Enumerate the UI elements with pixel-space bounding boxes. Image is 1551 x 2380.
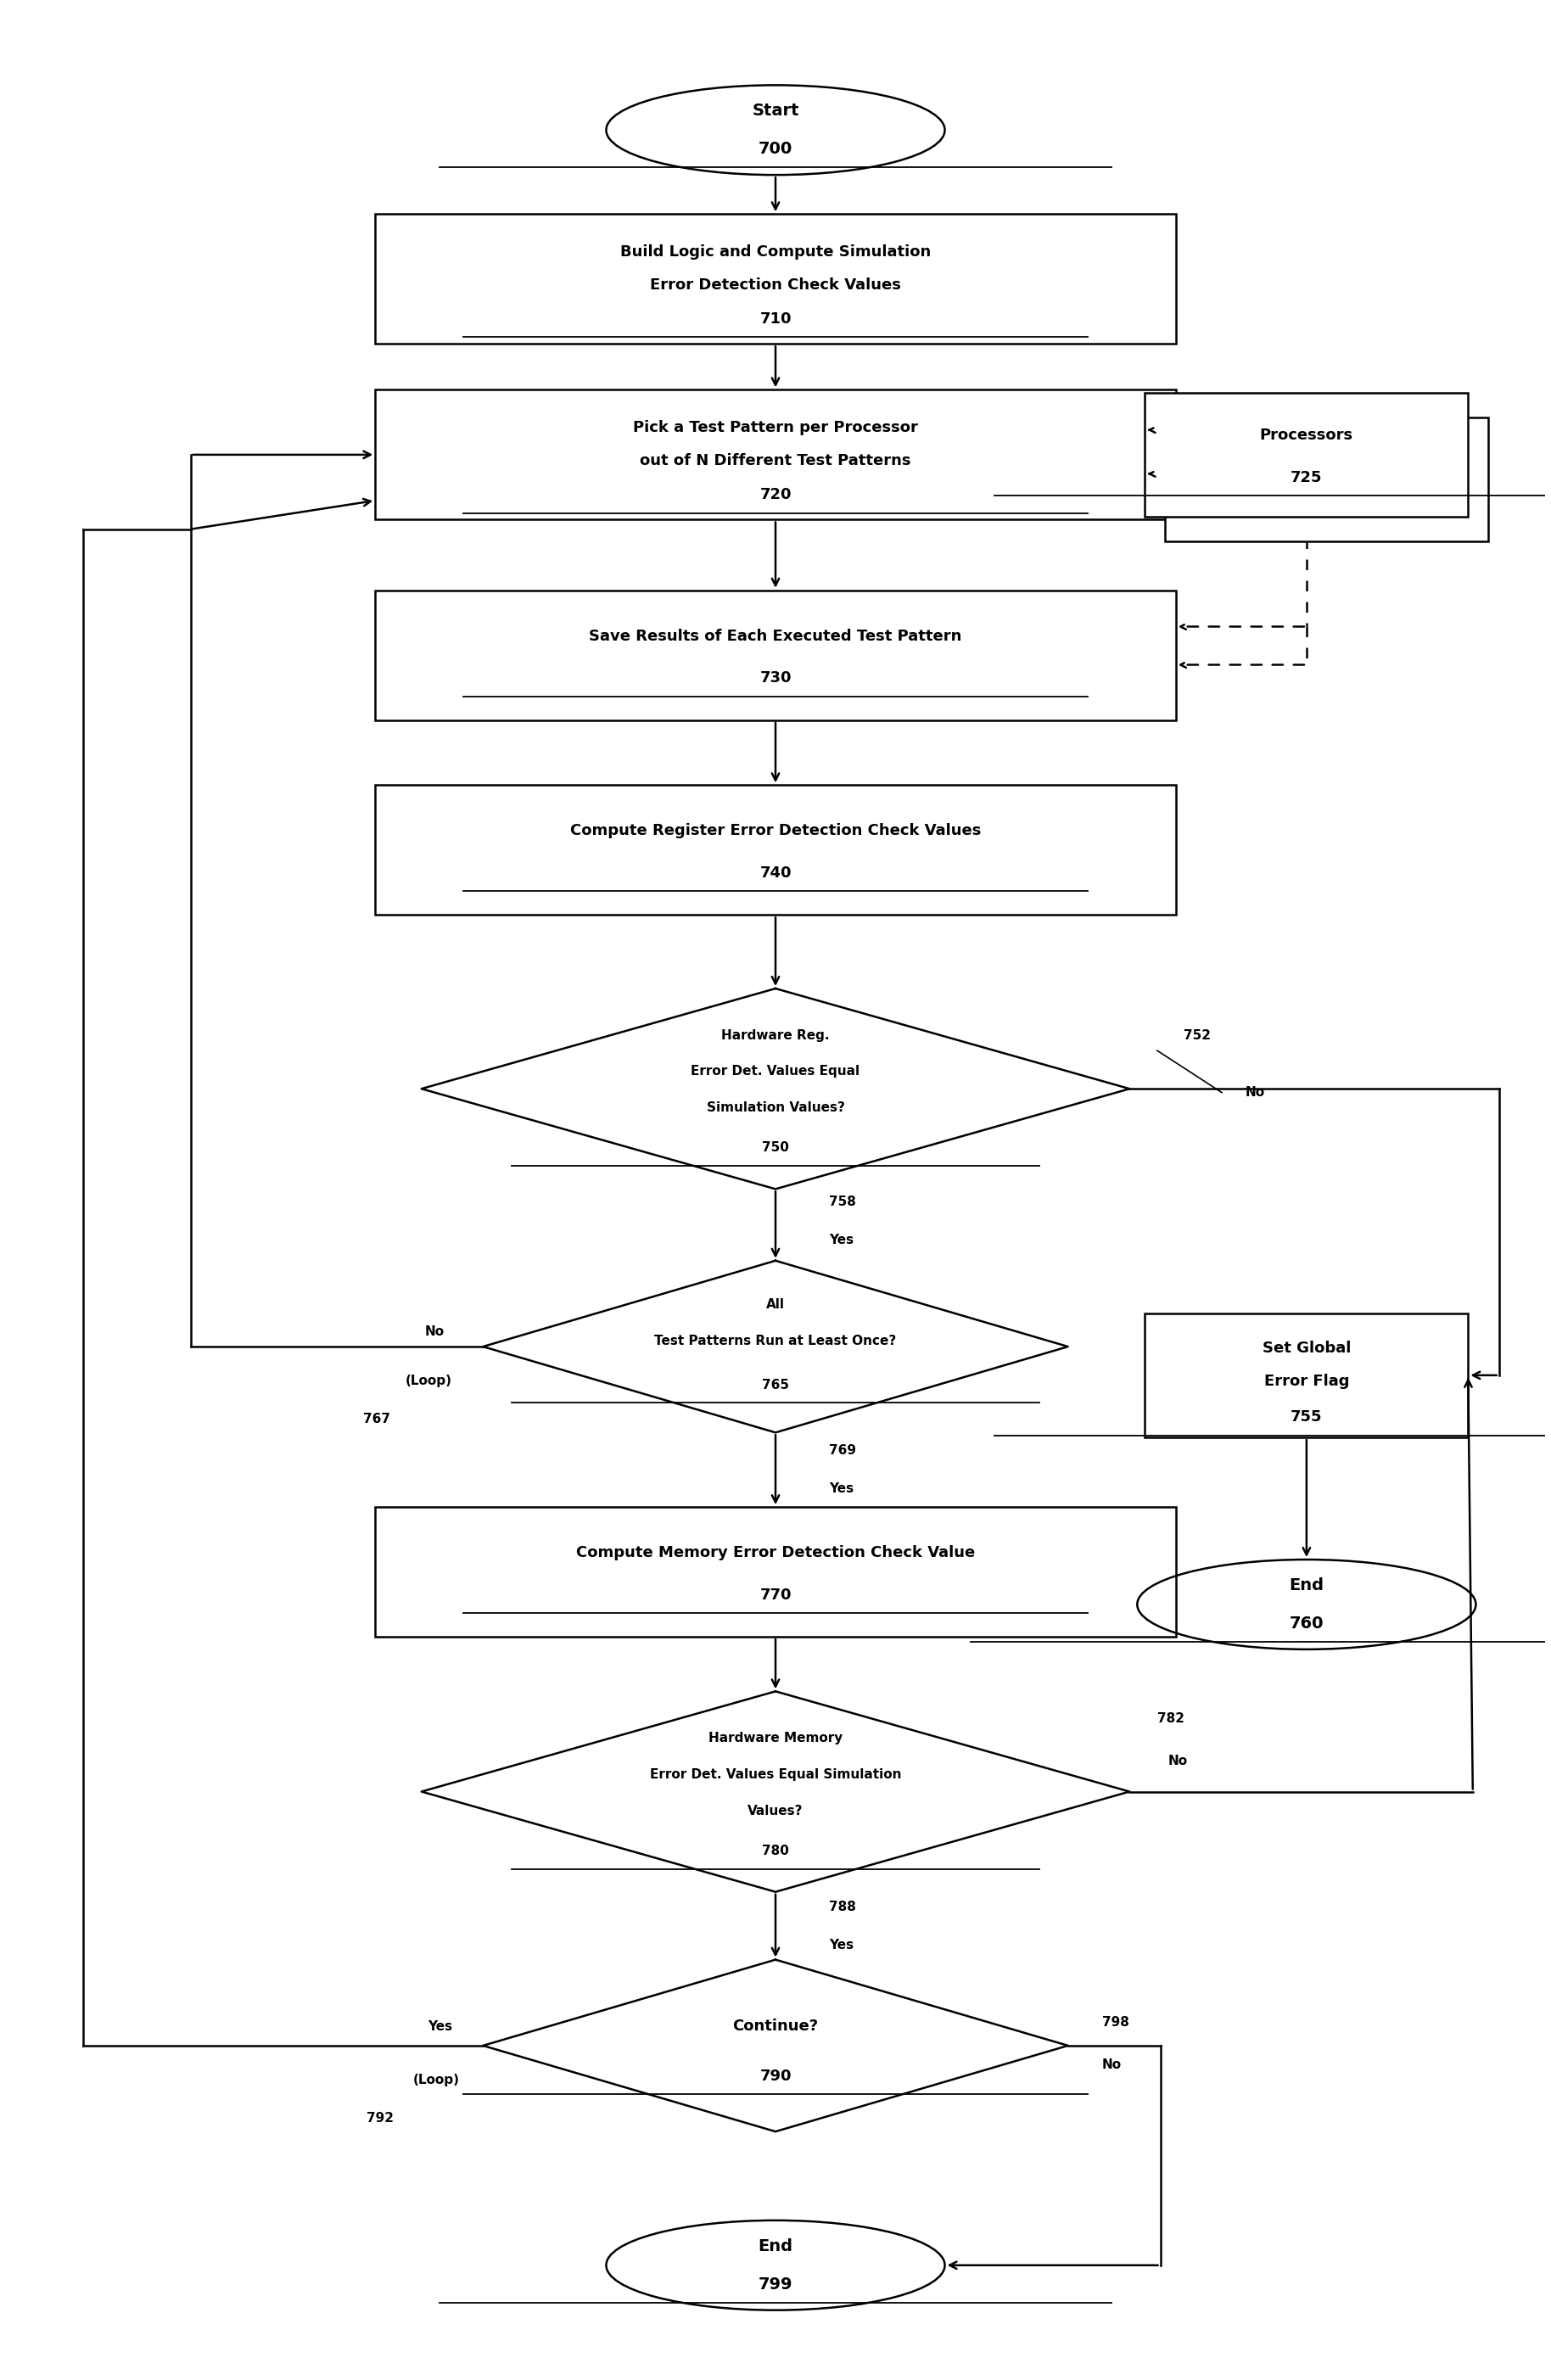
Text: Error Det. Values Equal Simulation: Error Det. Values Equal Simulation — [650, 1768, 901, 1780]
Text: 788: 788 — [830, 1899, 856, 1914]
Text: Hardware Reg.: Hardware Reg. — [721, 1028, 830, 1042]
Bar — [1145, 1314, 1469, 1438]
Text: 790: 790 — [760, 2068, 791, 2085]
Text: End: End — [758, 2237, 793, 2254]
Polygon shape — [422, 988, 1129, 1190]
Text: Yes: Yes — [830, 1937, 855, 1952]
Bar — [375, 214, 1176, 345]
Text: 799: 799 — [758, 2275, 793, 2292]
Text: No: No — [425, 1326, 445, 1338]
Text: out of N Different Test Patterns: out of N Different Test Patterns — [641, 452, 910, 469]
Text: End: End — [1289, 1578, 1325, 1592]
Text: Test Patterns Run at Least Once?: Test Patterns Run at Least Once? — [655, 1335, 896, 1347]
Text: Hardware Memory: Hardware Memory — [709, 1733, 842, 1745]
Text: 730: 730 — [760, 671, 791, 685]
Text: No: No — [1168, 1754, 1188, 1768]
Text: 769: 769 — [830, 1445, 856, 1457]
Text: Yes: Yes — [830, 1483, 855, 1495]
Text: Yes: Yes — [830, 1233, 855, 1247]
Text: Error Det. Values Equal: Error Det. Values Equal — [692, 1066, 859, 1078]
Bar — [375, 390, 1176, 519]
Polygon shape — [482, 1959, 1069, 2132]
Text: Error Detection Check Values: Error Detection Check Values — [650, 276, 901, 293]
Text: 725: 725 — [1290, 469, 1323, 486]
Text: 700: 700 — [758, 140, 793, 157]
Text: (Loop): (Loop) — [413, 2073, 461, 2087]
Text: 758: 758 — [830, 1195, 856, 1209]
Text: Continue?: Continue? — [732, 2018, 819, 2035]
Text: 767: 767 — [363, 1414, 391, 1426]
Polygon shape — [482, 1261, 1069, 1433]
Text: 755: 755 — [1290, 1409, 1323, 1426]
Text: No: No — [1101, 2059, 1121, 2071]
Text: 750: 750 — [762, 1142, 789, 1154]
Text: 780: 780 — [762, 1844, 789, 1856]
Text: 765: 765 — [762, 1378, 789, 1392]
Polygon shape — [422, 1692, 1129, 1892]
Bar — [1145, 393, 1469, 516]
Text: Values?: Values? — [748, 1804, 803, 1816]
Bar — [375, 1507, 1176, 1637]
Text: 782: 782 — [1157, 1714, 1185, 1726]
Text: Error Flag: Error Flag — [1264, 1373, 1349, 1388]
Text: 792: 792 — [366, 2111, 394, 2125]
Text: 740: 740 — [760, 866, 791, 881]
Bar — [1165, 416, 1487, 543]
Text: Set Global: Set Global — [1263, 1340, 1351, 1357]
Bar — [375, 590, 1176, 721]
Text: Pick a Test Pattern per Processor: Pick a Test Pattern per Processor — [633, 421, 918, 436]
Text: Simulation Values?: Simulation Values? — [706, 1102, 845, 1114]
Text: All: All — [766, 1297, 785, 1311]
Text: 798: 798 — [1101, 2016, 1129, 2030]
Bar — [375, 785, 1176, 914]
Text: Yes: Yes — [428, 2021, 453, 2033]
Text: 710: 710 — [760, 312, 791, 326]
Text: 752: 752 — [1183, 1028, 1210, 1042]
Text: 760: 760 — [1289, 1616, 1323, 1633]
Text: Compute Register Error Detection Check Values: Compute Register Error Detection Check V… — [571, 823, 980, 838]
Text: (Loop): (Loop) — [406, 1376, 453, 1388]
Text: Start: Start — [752, 102, 799, 119]
Text: 770: 770 — [760, 1587, 791, 1602]
Text: Save Results of Each Executed Test Pattern: Save Results of Each Executed Test Patte… — [589, 628, 962, 643]
Text: Processors: Processors — [1259, 428, 1354, 443]
Text: No: No — [1245, 1085, 1264, 1100]
Text: 720: 720 — [760, 488, 791, 502]
Text: Build Logic and Compute Simulation: Build Logic and Compute Simulation — [620, 245, 931, 259]
Text: Compute Memory Error Detection Check Value: Compute Memory Error Detection Check Val… — [575, 1545, 976, 1561]
